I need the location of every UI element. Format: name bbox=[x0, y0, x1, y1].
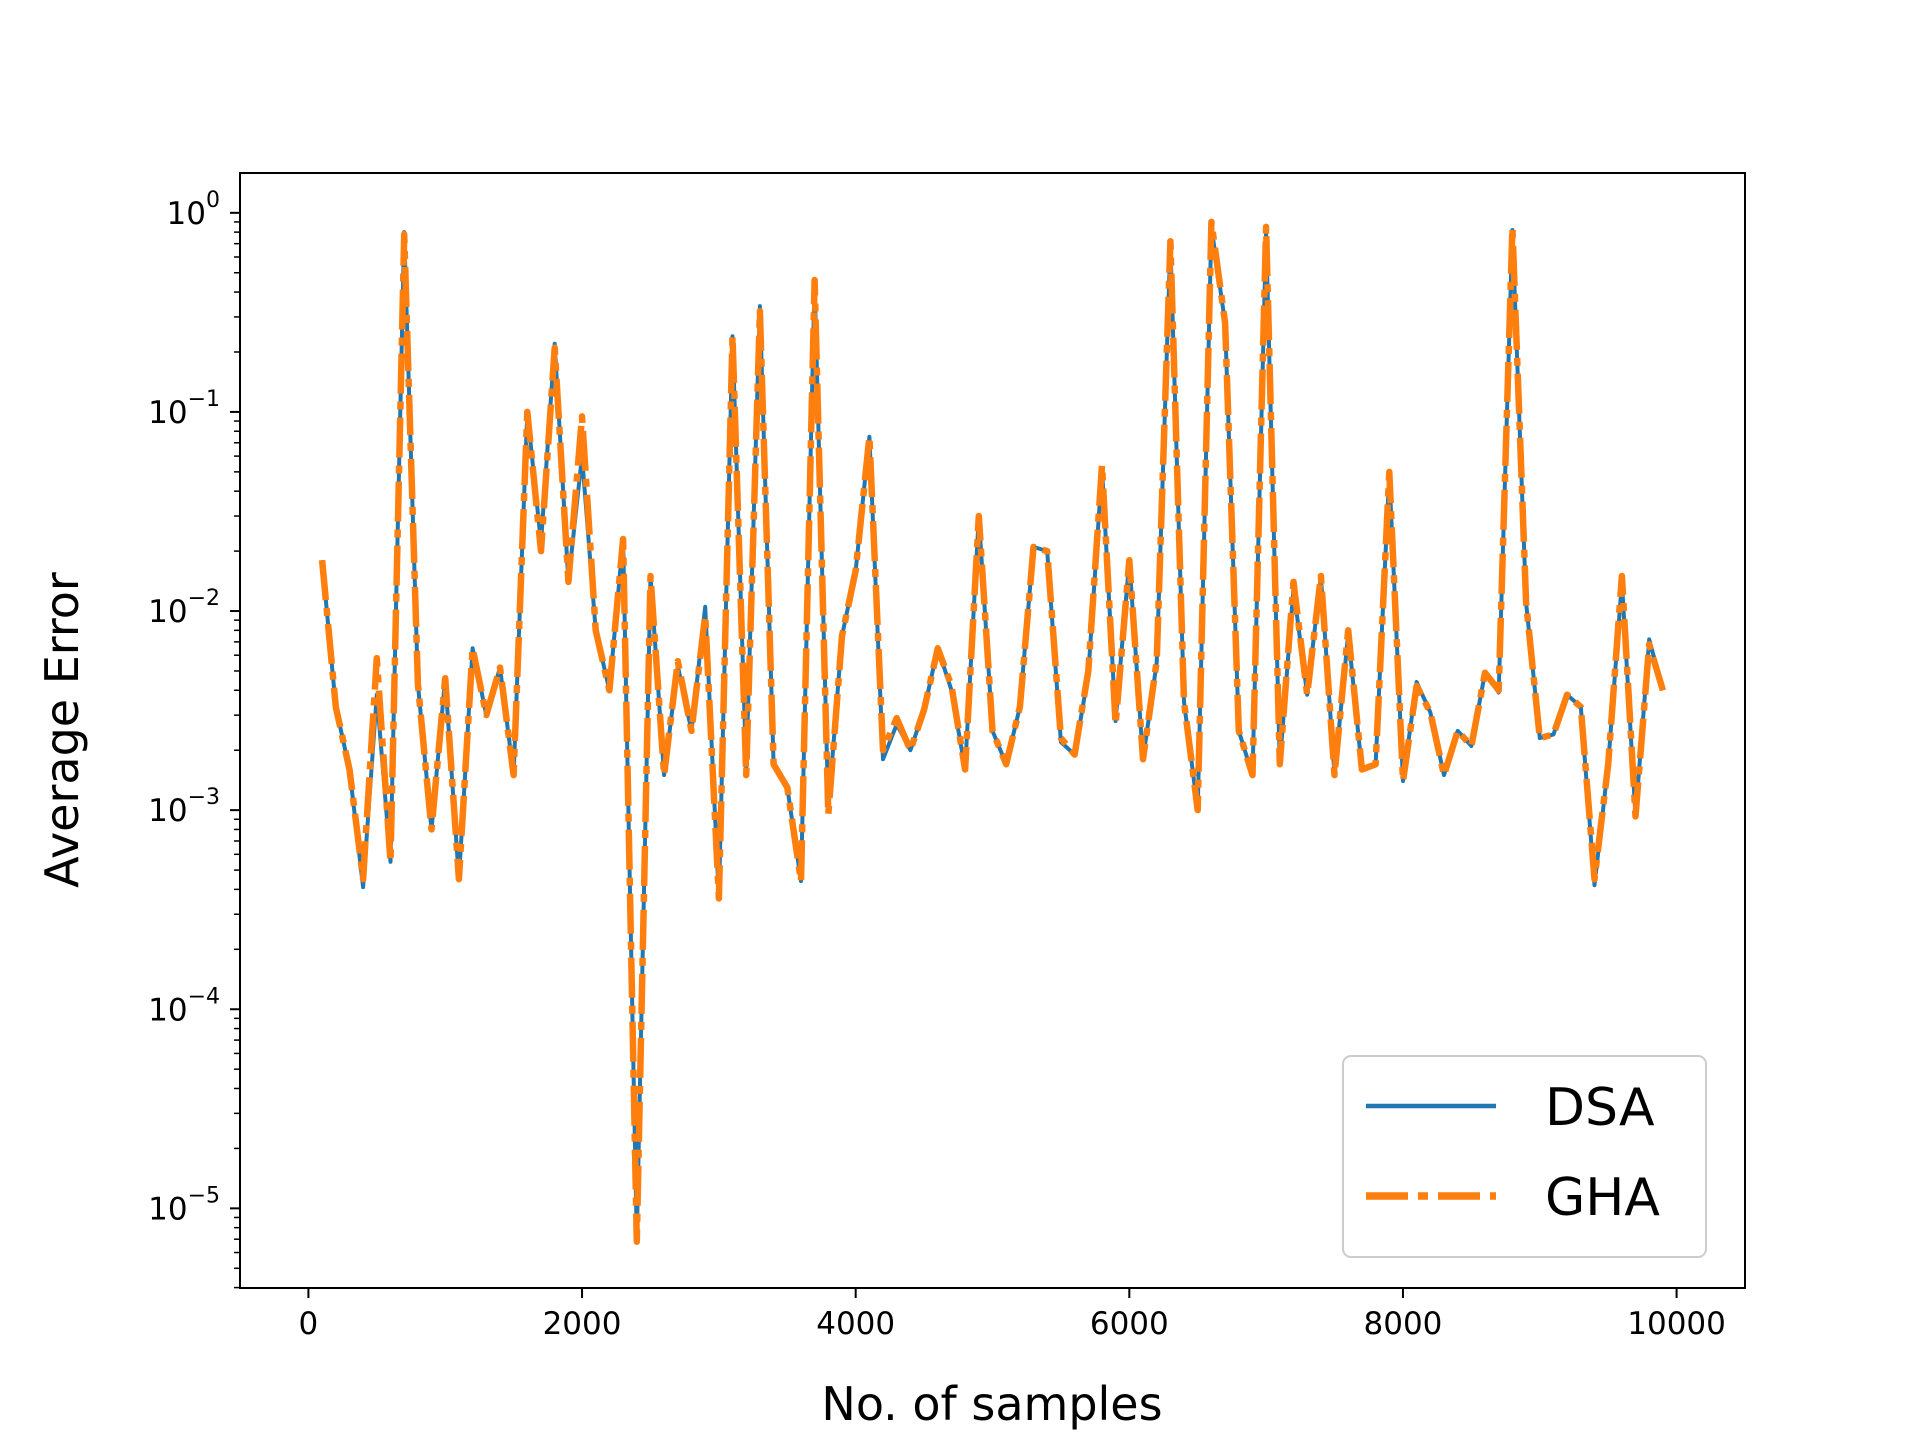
series-line-gha bbox=[318, 218, 1667, 1245]
x-tick-label: 2000 bbox=[543, 1306, 622, 1342]
y-tick-exponent: −2 bbox=[188, 586, 220, 611]
y-axis-title: Average Error bbox=[35, 572, 89, 888]
legend-label-dsa: DSA bbox=[1545, 1078, 1655, 1138]
plot-lines bbox=[318, 218, 1667, 1245]
x-axis-title: No. of samples bbox=[821, 1377, 1162, 1431]
x-tick-label: 10000 bbox=[1627, 1306, 1726, 1342]
y-tick-exponent: −4 bbox=[188, 984, 220, 1009]
legend: DSA GHA bbox=[1342, 1055, 1707, 1258]
x-tick-label: 8000 bbox=[1364, 1306, 1443, 1342]
x-tick-label: 6000 bbox=[1090, 1306, 1169, 1342]
y-tick-exponent: 0 bbox=[206, 188, 220, 213]
x-tick-label: 0 bbox=[299, 1306, 319, 1342]
legend-label-gha: GHA bbox=[1545, 1168, 1660, 1228]
y-tick-exponent: −1 bbox=[188, 387, 220, 412]
y-tick-exponent: −3 bbox=[188, 785, 220, 810]
x-tick-label: 4000 bbox=[816, 1306, 895, 1342]
x-axis-ticks: 0 2000 4000 6000 8000 10000 bbox=[299, 1288, 1726, 1342]
plot-frame bbox=[239, 172, 1746, 1289]
y-tick-exponent: −5 bbox=[188, 1183, 220, 1208]
y-tick-label: 10−1 bbox=[148, 387, 220, 431]
